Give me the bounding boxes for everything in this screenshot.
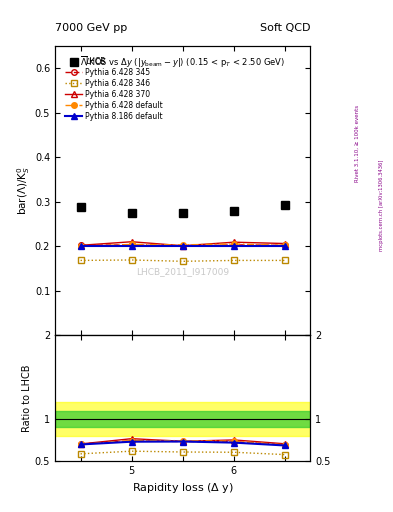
Bar <box>55 411 310 428</box>
Line: Pythia 6.428 370: Pythia 6.428 370 <box>77 238 288 249</box>
Bar <box>55 402 310 436</box>
Line: Pythia 6.428 default: Pythia 6.428 default <box>78 241 288 249</box>
Pythia 6.428 345 <box>231 242 236 248</box>
Pythia 6.428 default <box>129 241 134 247</box>
LHCB <box>231 208 236 214</box>
LHCB <box>283 202 287 208</box>
Pythia 6.428 345 <box>180 243 185 249</box>
Pythia 6.428 default <box>78 243 83 249</box>
Text: $\overline{\Lambda}$/KOS vs $\Delta y$ ($|y_{\mathrm{beam}}-y|$) (0.15 < p$_T$ <: $\overline{\Lambda}$/KOS vs $\Delta y$ (… <box>80 55 285 70</box>
Pythia 8.186 default <box>283 243 287 249</box>
Pythia 6.428 default <box>180 242 185 248</box>
Pythia 6.428 370 <box>180 243 185 249</box>
Y-axis label: Ratio to LHCB: Ratio to LHCB <box>22 364 32 432</box>
LHCB <box>129 210 134 216</box>
Line: Pythia 8.186 default: Pythia 8.186 default <box>77 243 288 250</box>
Pythia 8.186 default <box>78 243 83 249</box>
Pythia 6.428 346 <box>283 258 287 264</box>
Text: Soft QCD: Soft QCD <box>260 23 310 33</box>
Pythia 6.428 345 <box>129 242 134 248</box>
Text: 7000 GeV pp: 7000 GeV pp <box>55 23 127 33</box>
Pythia 8.186 default <box>231 243 236 249</box>
Pythia 6.428 346 <box>180 258 185 264</box>
Text: mcplots.cern.ch [arXiv:1306.3436]: mcplots.cern.ch [arXiv:1306.3436] <box>379 159 384 250</box>
Text: LHCB_2011_I917009: LHCB_2011_I917009 <box>136 267 229 276</box>
Line: Pythia 6.428 345: Pythia 6.428 345 <box>78 242 288 249</box>
Pythia 6.428 default <box>283 242 287 248</box>
Pythia 6.428 346 <box>78 258 83 264</box>
Line: LHCB: LHCB <box>76 201 289 218</box>
Pythia 6.428 345 <box>283 242 287 248</box>
Pythia 6.428 370 <box>78 242 83 248</box>
Pythia 6.428 346 <box>231 258 236 264</box>
Pythia 6.428 370 <box>231 239 236 245</box>
Pythia 8.186 default <box>180 243 185 249</box>
LHCB <box>78 204 83 210</box>
Line: Pythia 6.428 346: Pythia 6.428 346 <box>78 257 288 264</box>
Pythia 6.428 370 <box>129 239 134 245</box>
Y-axis label: bar($\Lambda$)/K$^0_S$: bar($\Lambda$)/K$^0_S$ <box>15 166 32 215</box>
Text: Rivet 3.1.10, ≥ 100k events: Rivet 3.1.10, ≥ 100k events <box>355 105 360 182</box>
Pythia 6.428 default <box>231 241 236 247</box>
Pythia 8.186 default <box>129 243 134 249</box>
Pythia 6.428 345 <box>78 242 83 248</box>
Legend: LHCB, Pythia 6.428 345, Pythia 6.428 346, Pythia 6.428 370, Pythia 6.428 default: LHCB, Pythia 6.428 345, Pythia 6.428 346… <box>64 56 165 122</box>
X-axis label: Rapidity loss ($\Delta$ y): Rapidity loss ($\Delta$ y) <box>132 481 234 495</box>
Pythia 6.428 346 <box>129 257 134 263</box>
LHCB <box>180 210 185 217</box>
Pythia 6.428 370 <box>283 241 287 247</box>
